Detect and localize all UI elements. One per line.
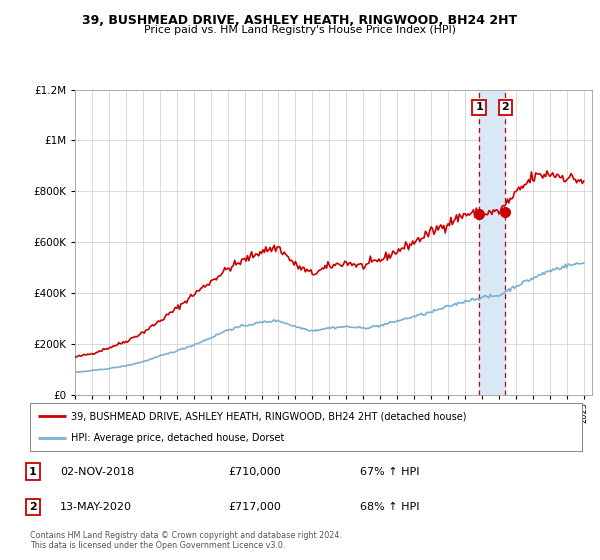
Text: £710,000: £710,000 — [228, 466, 281, 477]
Text: 2: 2 — [29, 502, 37, 512]
Text: 1: 1 — [29, 466, 37, 477]
Text: 67% ↑ HPI: 67% ↑ HPI — [360, 466, 419, 477]
Text: 39, BUSHMEAD DRIVE, ASHLEY HEATH, RINGWOOD, BH24 2HT: 39, BUSHMEAD DRIVE, ASHLEY HEATH, RINGWO… — [82, 14, 518, 27]
Text: Contains HM Land Registry data © Crown copyright and database right 2024.
This d: Contains HM Land Registry data © Crown c… — [30, 531, 342, 550]
Text: 39, BUSHMEAD DRIVE, ASHLEY HEATH, RINGWOOD, BH24 2HT (detached house): 39, BUSHMEAD DRIVE, ASHLEY HEATH, RINGWO… — [71, 411, 467, 421]
Text: 1: 1 — [475, 102, 483, 113]
Text: £717,000: £717,000 — [228, 502, 281, 512]
Text: 02-NOV-2018: 02-NOV-2018 — [60, 466, 134, 477]
Text: 13-MAY-2020: 13-MAY-2020 — [60, 502, 132, 512]
Text: HPI: Average price, detached house, Dorset: HPI: Average price, detached house, Dors… — [71, 433, 285, 443]
Text: 2: 2 — [502, 102, 509, 113]
Text: 68% ↑ HPI: 68% ↑ HPI — [360, 502, 419, 512]
Text: Price paid vs. HM Land Registry's House Price Index (HPI): Price paid vs. HM Land Registry's House … — [144, 25, 456, 35]
Bar — [479, 90, 505, 395]
